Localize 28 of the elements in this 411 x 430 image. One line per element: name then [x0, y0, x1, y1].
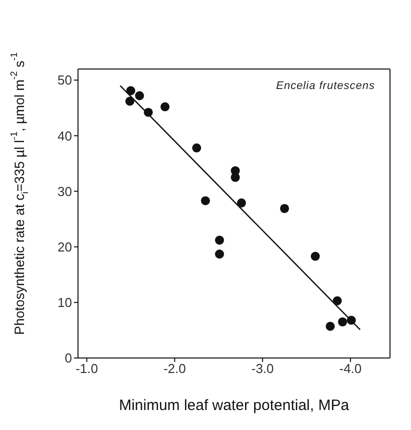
point: [332, 296, 342, 306]
y-tick-label: 20: [58, 239, 72, 254]
point: [192, 143, 202, 152]
point: [160, 102, 170, 112]
point: [135, 91, 144, 100]
point: [200, 196, 210, 206]
x-tick-label: -1.0: [76, 361, 98, 376]
point: [310, 252, 320, 261]
point: [326, 322, 335, 331]
point: [236, 198, 246, 208]
point: [214, 236, 224, 245]
y-tick-label: 40: [58, 128, 72, 144]
y-tick-label: 10: [58, 295, 72, 310]
x-tick-label: -2.0: [163, 361, 186, 376]
point: [280, 204, 290, 214]
point: [126, 86, 136, 96]
annotation: Encelia frutescens: [276, 80, 375, 92]
point: [338, 317, 348, 326]
x-tick-label: -4.0: [339, 361, 362, 376]
point: [144, 108, 153, 117]
point: [214, 250, 224, 259]
x-axis-title: Minimum leaf water potential, MPa: [118, 397, 350, 414]
point: [346, 316, 356, 325]
y-tick-label: 50: [58, 72, 72, 88]
point: [125, 96, 134, 106]
y-tick-label: 30: [58, 184, 72, 199]
y-tick-label: 0: [64, 350, 72, 366]
x-tick-label: -3.0: [251, 361, 274, 376]
